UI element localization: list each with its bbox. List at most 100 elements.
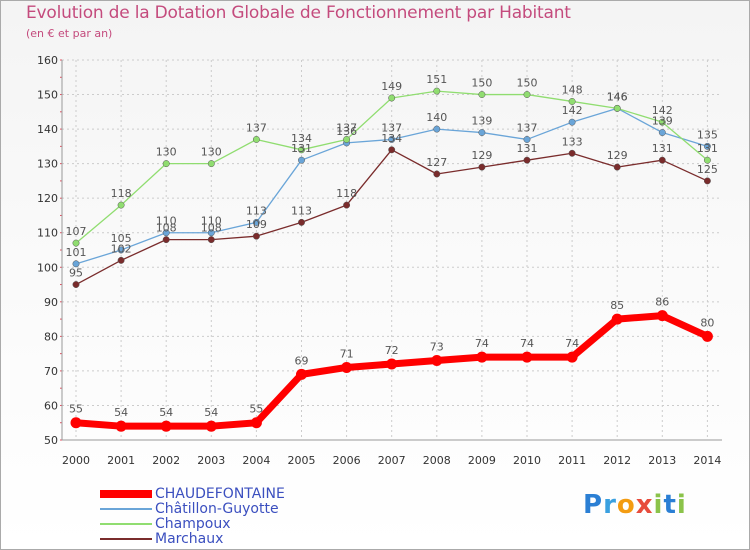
data-point <box>701 330 713 342</box>
data-point <box>386 358 398 370</box>
data-label: 113 <box>291 204 312 217</box>
x-tick-label: 2009 <box>468 454 496 467</box>
y-tick-label: 80 <box>44 330 58 343</box>
data-label: 149 <box>381 80 402 93</box>
data-point <box>205 420 217 432</box>
legend-label: Champoux <box>155 516 231 532</box>
data-point <box>115 420 127 432</box>
data-label: 118 <box>111 187 132 200</box>
data-point <box>117 201 125 209</box>
x-tick-label: 2010 <box>513 454 541 467</box>
data-point <box>341 361 353 373</box>
data-point <box>207 236 215 244</box>
x-tick-label: 2006 <box>333 454 361 467</box>
data-label: 137 <box>381 121 402 134</box>
legend-swatch <box>100 523 152 525</box>
x-tick-label: 2013 <box>648 454 676 467</box>
data-point <box>72 239 80 247</box>
data-label: 135 <box>697 128 718 141</box>
data-point <box>252 218 260 226</box>
data-point <box>250 417 262 429</box>
data-point <box>117 256 125 264</box>
data-point <box>658 118 666 126</box>
x-tick-label: 2008 <box>423 454 451 467</box>
data-label: 74 <box>475 337 489 350</box>
data-label: 55 <box>249 403 263 416</box>
data-point <box>566 351 578 363</box>
y-tick-label: 50 <box>44 434 58 447</box>
data-point <box>162 160 170 168</box>
logo-letter: r <box>603 490 617 520</box>
data-point <box>72 281 80 288</box>
legend-label: Châtillon-Guyotte <box>155 501 279 517</box>
data-label: 105 <box>111 232 132 245</box>
data-point <box>162 229 170 237</box>
x-tick-label: 2007 <box>378 454 406 467</box>
data-point <box>568 118 576 126</box>
data-label: 108 <box>201 222 222 235</box>
data-label: 150 <box>471 77 492 90</box>
data-label: 137 <box>336 121 357 134</box>
data-label: 146 <box>607 90 628 103</box>
data-label: 110 <box>201 215 222 228</box>
data-label: 110 <box>156 215 177 228</box>
data-label: 86 <box>655 296 669 309</box>
y-tick-label: 100 <box>37 261 58 274</box>
data-point <box>298 156 305 164</box>
y-tick-label: 150 <box>37 89 58 102</box>
data-point <box>117 246 125 254</box>
data-label: 137 <box>246 121 267 134</box>
data-label: 109 <box>246 218 267 231</box>
data-point <box>478 129 486 136</box>
data-point <box>658 156 666 164</box>
data-label: 131 <box>697 142 718 155</box>
data-point <box>296 368 307 380</box>
data-point <box>523 136 531 143</box>
data-label: 125 <box>697 163 718 176</box>
data-point <box>252 232 260 240</box>
data-point <box>388 136 396 143</box>
logo-letter: x <box>635 490 654 520</box>
data-label: 134 <box>381 132 402 145</box>
data-label: 146 <box>607 90 628 103</box>
logo-letter: t <box>663 490 677 520</box>
legend-swatch <box>100 508 152 510</box>
x-tick-label: 2003 <box>197 454 225 467</box>
data-label: 129 <box>471 149 492 162</box>
data-label: 134 <box>291 132 312 145</box>
logo-letter: i <box>653 490 664 520</box>
data-point <box>611 313 623 325</box>
data-label: 54 <box>114 406 128 419</box>
y-tick-label: 90 <box>44 296 58 309</box>
legend-label: CHAUDEFONTAINE <box>155 486 285 502</box>
x-tick-label: 2001 <box>107 454 135 467</box>
logo-letter: P <box>583 490 604 520</box>
data-point <box>703 156 711 164</box>
data-label: 108 <box>156 222 177 235</box>
data-label: 140 <box>426 111 447 124</box>
x-tick-label: 2014 <box>693 454 721 467</box>
data-point <box>521 351 533 363</box>
data-label: 118 <box>336 187 357 200</box>
data-label: 127 <box>426 156 447 169</box>
data-point <box>431 355 443 367</box>
data-label: 139 <box>471 115 492 128</box>
data-point <box>433 170 441 178</box>
data-label: 130 <box>201 146 222 159</box>
proxiti-logo: Proxiti <box>583 490 687 520</box>
data-label: 107 <box>66 225 87 238</box>
x-tick-label: 2004 <box>242 454 270 467</box>
y-tick-label: 140 <box>37 123 58 136</box>
data-label: 130 <box>156 146 177 159</box>
data-label: 69 <box>295 354 309 367</box>
data-point <box>433 125 441 133</box>
data-point <box>703 177 711 185</box>
x-tick-label: 2011 <box>558 454 586 467</box>
data-label: 139 <box>652 115 673 128</box>
data-point <box>658 129 666 136</box>
data-label: 131 <box>291 142 312 155</box>
data-point <box>523 91 531 98</box>
data-point <box>478 163 486 171</box>
data-label: 74 <box>565 337 579 350</box>
